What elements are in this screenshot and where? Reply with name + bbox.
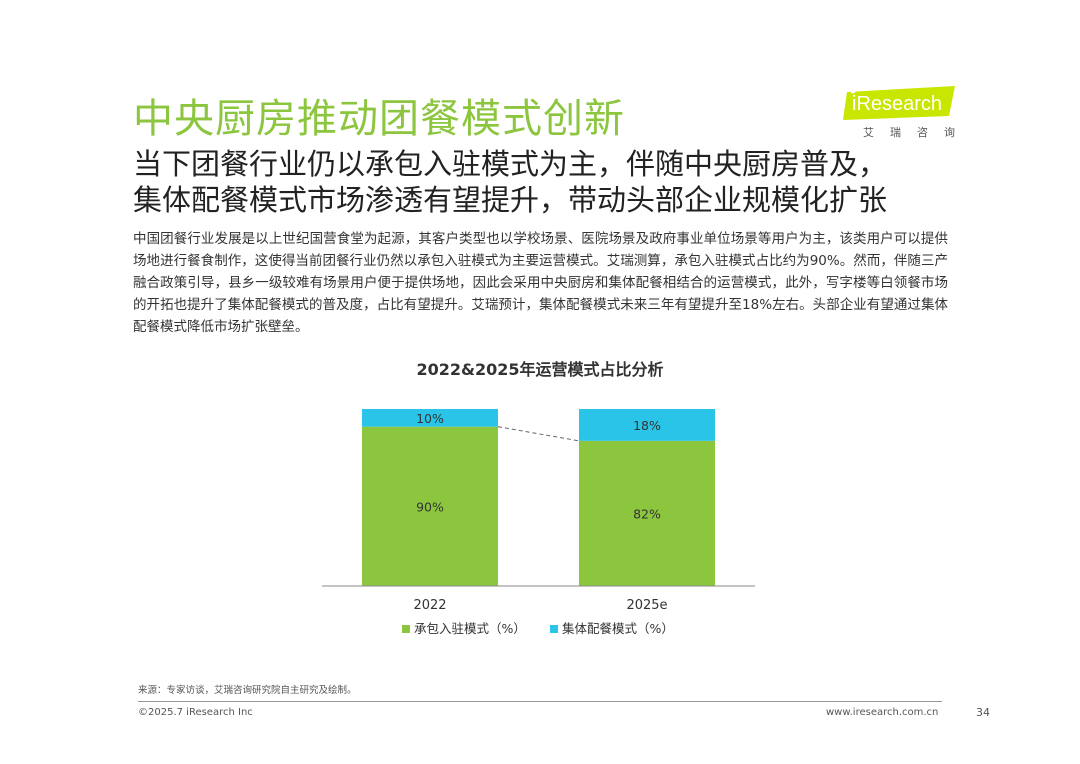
copyright: ©2025.7 iResearch Inc — [138, 707, 253, 718]
legend-label: 承包入驻模式（%） — [414, 621, 526, 636]
bar-segment — [579, 409, 715, 441]
legend-swatch — [550, 625, 558, 633]
iresearch-logo: iResearch 艾瑞咨询 — [843, 86, 958, 140]
connector-line — [497, 426, 580, 442]
subtitle-line-2: 集体配餐模式市场渗透有望提升，带动头部企业规模化扩张 — [133, 183, 888, 217]
data-label: 10% — [416, 411, 444, 426]
data-label: 82% — [633, 506, 661, 521]
stacked-bar-chart: 90% 10% 2022 82% 18% 2025e 承包入驻模式（%） 集体配餐模式（%） — [322, 409, 755, 636]
svg-text:iResearch: iResearch — [852, 93, 942, 115]
bar-segment — [362, 409, 498, 427]
page-number: 34 — [976, 706, 990, 719]
page-subtitle: 当下团餐行业仍以承包入驻模式为主，伴随中央厨房普及， 集体配餐模式市场渗透有望提… — [133, 146, 887, 218]
body-paragraph: 中国团餐行业发展是以上世纪国营食堂为起源，其客户类型也以学校场景、医院场景及政府… — [133, 231, 948, 335]
x-tick-label: 2025e — [626, 598, 667, 613]
logo-mark: iResearch — [843, 86, 955, 120]
bar-segment — [362, 426, 498, 586]
data-label: 90% — [416, 499, 444, 514]
x-tick-label: 2022 — [413, 598, 446, 613]
website: www.iresearch.com.cn — [826, 707, 939, 718]
bar-segment — [579, 440, 715, 586]
subtitle-line-1: 当下团餐行业仍以承包入驻模式为主，伴随中央厨房普及， — [133, 147, 888, 181]
chart-title: 2022&2025年运营模式占比分析 — [416, 360, 664, 379]
page-title: 中央厨房推动团餐模式创新 — [133, 96, 625, 142]
source-note: 来源：专家访谈，艾瑞咨询研究院自主研究及绘制。 — [138, 685, 357, 696]
data-label: 18% — [633, 418, 661, 433]
footer-divider — [138, 701, 942, 702]
legend-label: 集体配餐模式（%） — [562, 621, 674, 636]
legend-swatch — [402, 625, 410, 633]
logo-subtitle: 艾瑞咨询 — [863, 126, 971, 139]
